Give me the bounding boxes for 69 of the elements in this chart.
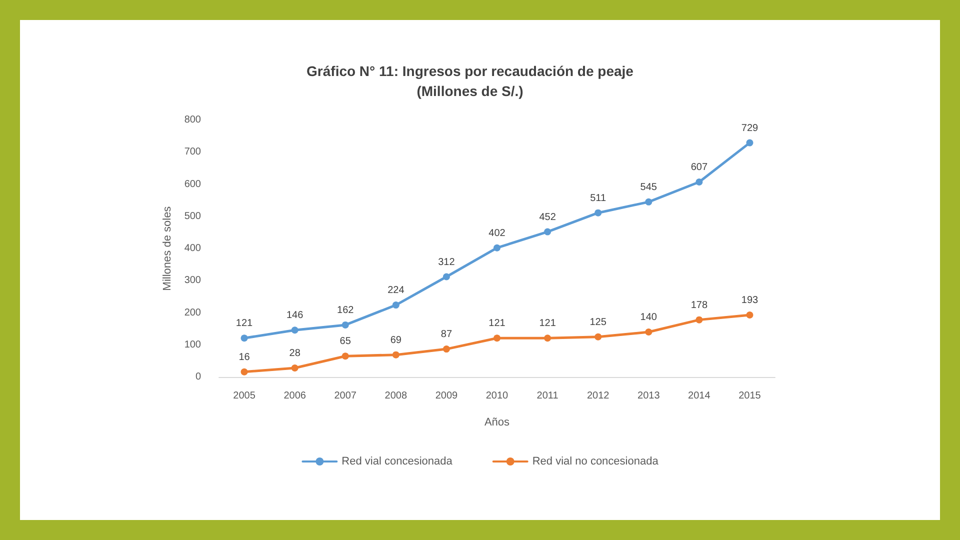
data-label: 729: [741, 122, 759, 134]
data-label: 16: [238, 352, 250, 363]
x-tick-label: 2008: [384, 390, 408, 402]
x-tick-label: 2010: [486, 390, 509, 402]
point: [442, 273, 450, 280]
point: [240, 334, 248, 342]
point: [594, 333, 602, 340]
y-tick-label: 100: [184, 339, 202, 350]
x-tick-label: 2011: [536, 390, 559, 402]
point: [392, 351, 400, 358]
point: [746, 312, 754, 318]
x-axis-title: Años: [484, 416, 510, 428]
point: [645, 328, 652, 336]
data-label: 607: [690, 162, 708, 173]
point: [494, 244, 500, 252]
point: [594, 209, 602, 216]
data-label: 178: [690, 300, 708, 311]
data-label: 28: [289, 348, 301, 360]
x-tick-label: 2013: [638, 390, 660, 402]
data-label: 65: [340, 336, 352, 348]
x-tick-label: 2005: [233, 390, 256, 402]
data-label: 121: [539, 318, 556, 330]
data-label: 140: [640, 312, 658, 324]
data-label: 146: [286, 310, 304, 322]
point: [342, 321, 349, 328]
point: [544, 334, 552, 342]
data-label: 121: [488, 318, 506, 330]
y-tick-label: 600: [184, 178, 202, 190]
data-label: 125: [590, 316, 607, 328]
point: [442, 346, 450, 353]
data-label: 224: [388, 285, 405, 296]
data-label: 402: [488, 228, 506, 239]
chart-title: Gráfico N° 11: Ingresos por recaudación de peaje (Millones de S/.): [306, 63, 634, 99]
y-tick-label: 800: [184, 114, 202, 126]
point: [291, 364, 298, 372]
point: [696, 178, 703, 186]
data-label: 87: [440, 329, 452, 340]
point: [240, 368, 248, 376]
data-label: 162: [337, 304, 354, 316]
point: [746, 139, 754, 146]
point: [342, 352, 349, 360]
x-tick-label: 2009: [435, 390, 458, 402]
y-axis-title: Millones de soles: [162, 206, 174, 291]
y-tick-label: 400: [184, 243, 202, 254]
data-label: 312: [438, 256, 456, 268]
y-tick-label: 500: [184, 210, 202, 222]
data-label: 193: [741, 295, 759, 306]
y-tick-label: 300: [184, 275, 202, 286]
data-label: 121: [236, 318, 254, 330]
x-tick-label: 2007: [334, 390, 357, 402]
data-label: 545: [640, 182, 658, 193]
y-tick-label: 700: [184, 146, 202, 158]
point: [291, 326, 298, 334]
x-tick-label: 2006: [284, 390, 306, 402]
x-tick-label: 2015: [738, 390, 762, 402]
data-label: 511: [590, 192, 606, 204]
legend-label: Red vial no concesionada: [532, 456, 660, 468]
x-tick-label: 2014: [688, 390, 711, 402]
y-tick-label: 0: [195, 372, 202, 382]
x-tick-label: 2012: [586, 390, 610, 402]
point: [494, 334, 500, 342]
data-label: 69: [390, 334, 402, 346]
y-tick-label: 200: [184, 307, 202, 318]
legend-label: Red vial concesionada: [342, 456, 454, 468]
data-label: 452: [539, 212, 556, 223]
point: [392, 302, 400, 309]
point: [696, 316, 703, 324]
point: [544, 228, 552, 236]
point: [645, 198, 652, 206]
